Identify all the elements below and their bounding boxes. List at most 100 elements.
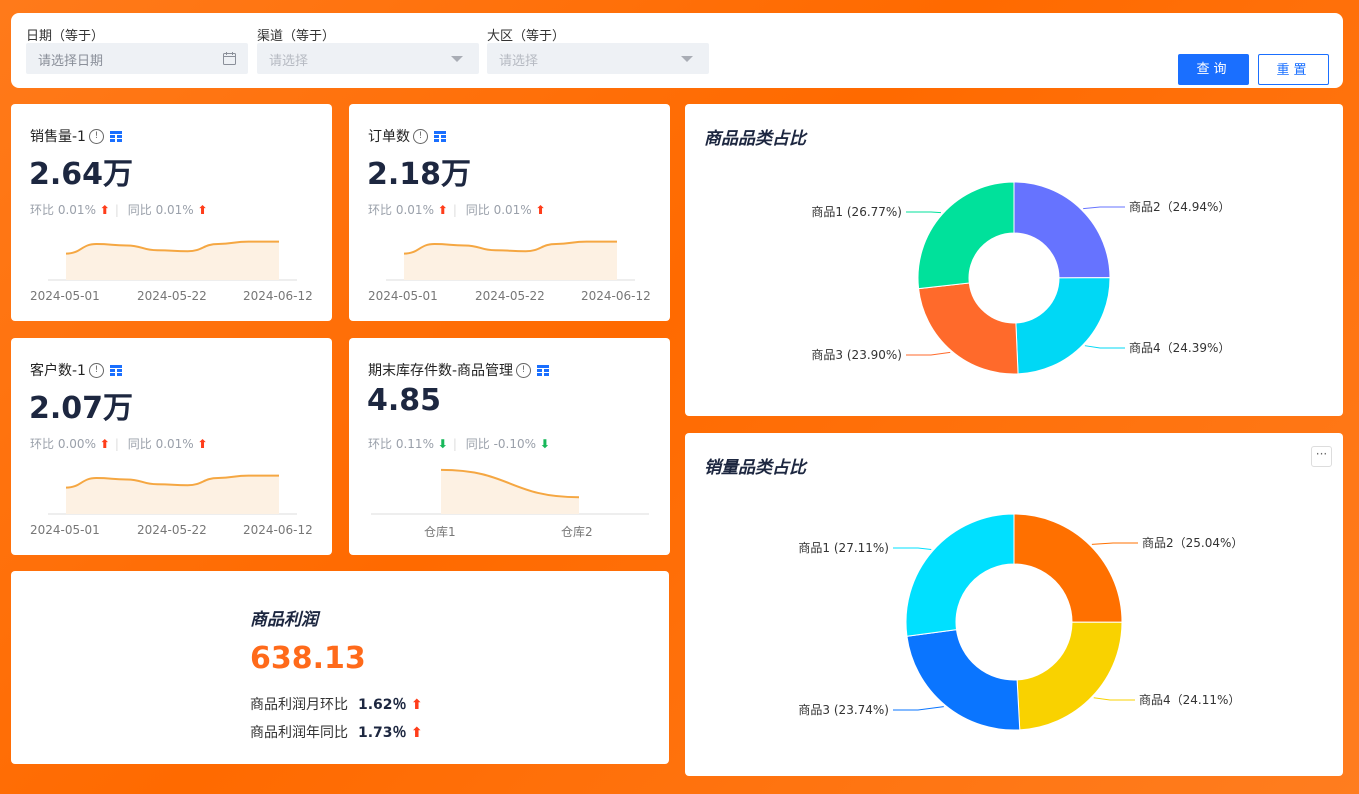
product-category-share-card: 商品品类占比 商品2（24.94%） 商品4（24.39%） 商品3 (23.90%…	[685, 104, 1343, 416]
arrow-up-icon: ⬆	[99, 437, 110, 451]
kpi-delta: 环比 0.11% ⬇ | 同比 -0.10% ⬇	[368, 437, 550, 451]
reset-button[interactable]: 重置	[1258, 54, 1329, 85]
sparkline-line	[440, 468, 580, 499]
kpi-value: 2.07万	[29, 391, 134, 426]
arrow-down-icon: ⬇	[539, 437, 550, 451]
profit-mom-row: 商品利润月环比 1.62％ ⬆	[250, 694, 423, 714]
chart-title: 商品品类占比	[704, 129, 806, 149]
leader-line	[1093, 697, 1135, 701]
kpi-card-inventory: 期末库存件数-商品管理 ! 4.85 环比 0.11% ⬇ | 同比 -0.10%…	[349, 338, 670, 555]
profit-mom-value: 1.62％	[358, 697, 407, 713]
sparkline-area	[441, 469, 579, 514]
chevron-down-icon	[681, 56, 693, 62]
x-axis-label: 2024-06-12	[243, 289, 313, 303]
info-icon[interactable]: !	[516, 362, 532, 378]
sparkline-line	[65, 240, 279, 255]
region-select[interactable]: 请选择	[487, 43, 709, 74]
leader-line	[1084, 345, 1125, 349]
profit-yoy-label: 商品利润年同比	[250, 725, 348, 741]
date-picker[interactable]: 请选择日期	[26, 43, 248, 74]
kpi-title-text: 期末库存件数-商品管理	[368, 363, 514, 379]
profit-yoy-row: 商品利润年同比 1.73％ ⬆	[250, 722, 423, 742]
sparkline-area	[66, 475, 279, 514]
x-axis-label: 2024-05-22	[137, 523, 207, 537]
donut-slice-商品1[interactable]	[917, 181, 1015, 290]
sparkline-area	[404, 241, 617, 280]
mom-label: 环比	[368, 203, 393, 217]
x-axis-label: 2024-06-12	[581, 289, 651, 303]
donut-slice-商品3[interactable]	[906, 629, 1021, 731]
chart-title: 销量品类占比	[704, 458, 806, 478]
yoy-label: 同比	[127, 203, 152, 217]
slice-label: 商品2（24.94%）	[1129, 199, 1230, 214]
region-select-placeholder: 请选择	[499, 54, 539, 69]
table-icon[interactable]	[434, 130, 446, 142]
more-options-button[interactable]: ···	[1311, 446, 1332, 467]
kpi-title: 订单数 !	[368, 126, 446, 146]
kpi-title-text: 客户数-1	[30, 363, 86, 379]
date-picker-placeholder: 请选择日期	[38, 54, 104, 69]
yoy-label: 同比	[127, 437, 152, 451]
x-axis-label: 仓库2	[561, 525, 593, 539]
profit-mom-label: 商品利润月环比	[250, 697, 348, 713]
donut-slice-商品1[interactable]	[905, 513, 1015, 637]
arrow-up-icon: ⬆	[411, 725, 423, 741]
x-axis-label: 2024-06-12	[243, 523, 313, 537]
leader-line	[1083, 206, 1125, 210]
kpi-delta: 环比 0.00% ⬆ | 同比 0.01% ⬆	[30, 437, 208, 451]
arrow-up-icon: ⬆	[437, 203, 448, 217]
slice-label: 商品4（24.11%）	[1139, 692, 1240, 707]
x-axis-label: 2024-05-01	[368, 289, 438, 303]
slice-label: 商品2（25.04%）	[1142, 535, 1243, 550]
mom-label: 环比	[368, 437, 393, 451]
chevron-down-icon	[451, 56, 463, 62]
arrow-down-icon: ⬇	[437, 437, 448, 451]
info-icon[interactable]: !	[88, 362, 104, 378]
profit-title: 商品利润	[250, 610, 318, 630]
mom-value: 0.11%	[395, 437, 434, 451]
kpi-delta: 环比 0.01% ⬆ | 同比 0.01% ⬆	[368, 203, 546, 217]
table-icon[interactable]	[109, 364, 122, 376]
kpi-value: 4.85	[367, 383, 442, 418]
kpi-title: 客户数-1 !	[30, 360, 122, 380]
slice-label: 商品1 (27.11%)	[798, 540, 889, 555]
info-icon[interactable]: !	[88, 128, 104, 144]
sparkline-chart	[371, 468, 649, 515]
query-button[interactable]: 查询	[1178, 54, 1249, 85]
donut-slice-商品3[interactable]	[918, 282, 1019, 375]
leader-line	[893, 547, 932, 551]
yoy-value: 0.01%	[155, 437, 194, 451]
donut-slice-商品2[interactable]	[1013, 181, 1111, 279]
arrow-up-icon: ⬆	[197, 203, 208, 217]
x-axis-label: 2024-05-22	[137, 289, 207, 303]
slice-label: 商品3 (23.90%)	[811, 347, 902, 362]
donut-slice-商品4[interactable]	[1015, 277, 1111, 375]
leader-line	[893, 706, 944, 711]
profit-value: 638.13	[250, 641, 366, 676]
date-filter-label: 日期（等于）	[26, 29, 105, 44]
channel-select[interactable]: 请选择	[257, 43, 479, 74]
donut-slice-商品4[interactable]	[1016, 621, 1123, 731]
kpi-title: 销售量-1 !	[30, 126, 122, 146]
slice-label: 商品4（24.39%）	[1129, 340, 1230, 355]
kpi-delta: 环比 0.01% ⬆ | 同比 0.01% ⬆	[30, 203, 208, 217]
product-category-donut-chart: 商品2（24.94%） 商品4（24.39%） 商品3 (23.90%) 商品1 (2…	[811, 181, 1230, 375]
slice-label: 商品1 (26.77%)	[811, 204, 902, 219]
x-axis-label: 2024-05-01	[30, 289, 100, 303]
arrow-up-icon: ⬆	[535, 203, 546, 217]
yoy-value: -0.10%	[493, 437, 537, 451]
info-icon[interactable]: !	[413, 128, 428, 144]
table-icon[interactable]	[537, 364, 550, 376]
sparkline-chart	[48, 240, 297, 281]
yoy-value: 0.01%	[155, 203, 194, 217]
region-filter-label: 大区（等于）	[487, 29, 566, 44]
profit-yoy-value: 1.73％	[358, 725, 407, 741]
donut-slice-商品2[interactable]	[1013, 513, 1123, 623]
profit-card: 商品利润 638.13 商品利润月环比 1.62％ ⬆ 商品利润年同比 1.73％ …	[11, 571, 669, 764]
mom-value: 0.00%	[57, 437, 96, 451]
kpi-value: 2.64万	[29, 157, 134, 192]
table-icon[interactable]	[109, 130, 122, 142]
mom-label: 环比	[30, 437, 55, 451]
yoy-value: 0.01%	[493, 203, 532, 217]
x-axis-label: 2024-05-01	[30, 523, 100, 537]
